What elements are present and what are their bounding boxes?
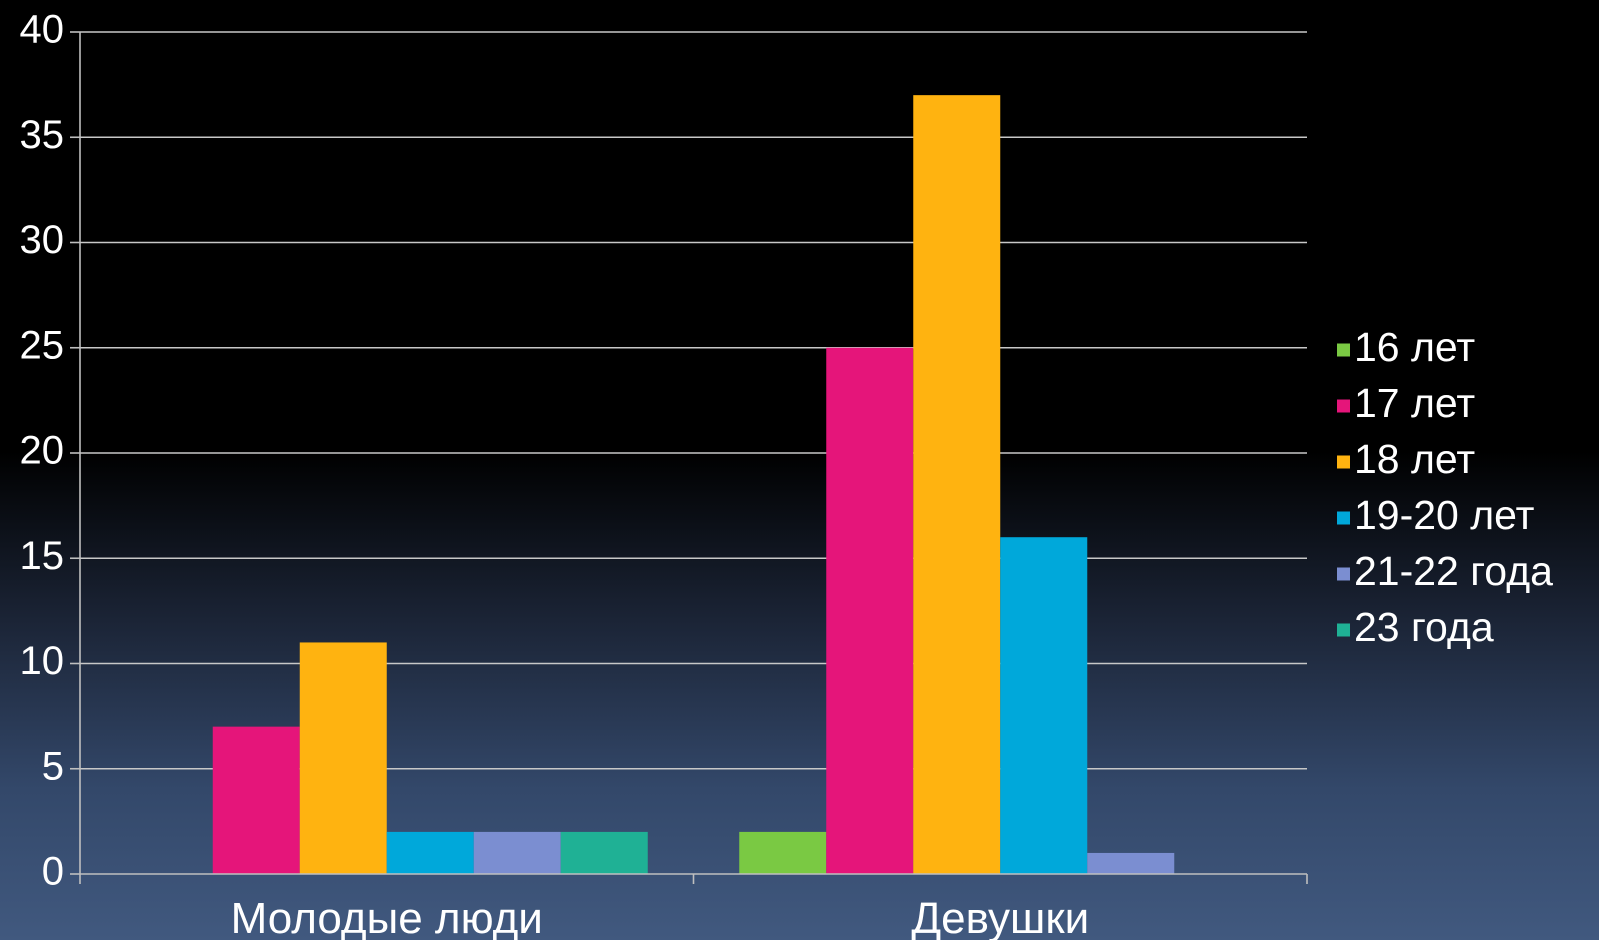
legend-label: 18 лет — [1354, 436, 1475, 482]
legend: 16 лет 17 лет 18 лет 19-20 лет 21-22 года 23 … — [1337, 324, 1553, 650]
gridlines — [80, 31, 1307, 770]
legend-label: 23 года — [1354, 604, 1494, 650]
bar — [386, 831, 474, 874]
legend-swatch — [1337, 399, 1350, 413]
bar — [826, 347, 914, 874]
x-category-label: Молодые люди — [231, 894, 543, 940]
y-tick-label: 35 — [20, 113, 65, 157]
bar — [1087, 852, 1175, 874]
bar — [1000, 537, 1088, 874]
bar — [212, 726, 300, 874]
bars — [212, 95, 1175, 874]
y-tick-label: 0 — [42, 850, 64, 894]
y-tick-label: 25 — [20, 323, 65, 367]
y-tick-label: 10 — [20, 639, 65, 683]
y-tick-label: 5 — [42, 744, 64, 788]
legend-label: 17 лет — [1354, 380, 1475, 426]
bar — [473, 831, 561, 874]
legend-swatch — [1337, 343, 1350, 357]
legend-swatch — [1337, 455, 1350, 469]
bar — [739, 831, 827, 874]
x-category-label: Девушки — [911, 894, 1089, 940]
legend-label: 21-22 года — [1354, 548, 1553, 594]
y-axis: 0 5 10 15 20 25 30 35 40 — [20, 8, 81, 894]
bar — [299, 642, 387, 874]
y-tick-label: 30 — [20, 218, 65, 262]
bar — [913, 95, 1001, 874]
y-tick-label: 20 — [20, 429, 65, 473]
legend-label: 19-20 лет — [1354, 492, 1535, 538]
legend-swatch — [1337, 567, 1350, 581]
bar — [560, 831, 648, 874]
legend-swatch — [1337, 511, 1350, 525]
legend-label: 16 лет — [1354, 324, 1475, 370]
legend-swatch — [1337, 623, 1350, 637]
y-tick-label: 40 — [20, 8, 65, 52]
y-tick-label: 15 — [20, 534, 65, 578]
x-axis: Молодые люди Девушки — [79, 873, 1308, 940]
